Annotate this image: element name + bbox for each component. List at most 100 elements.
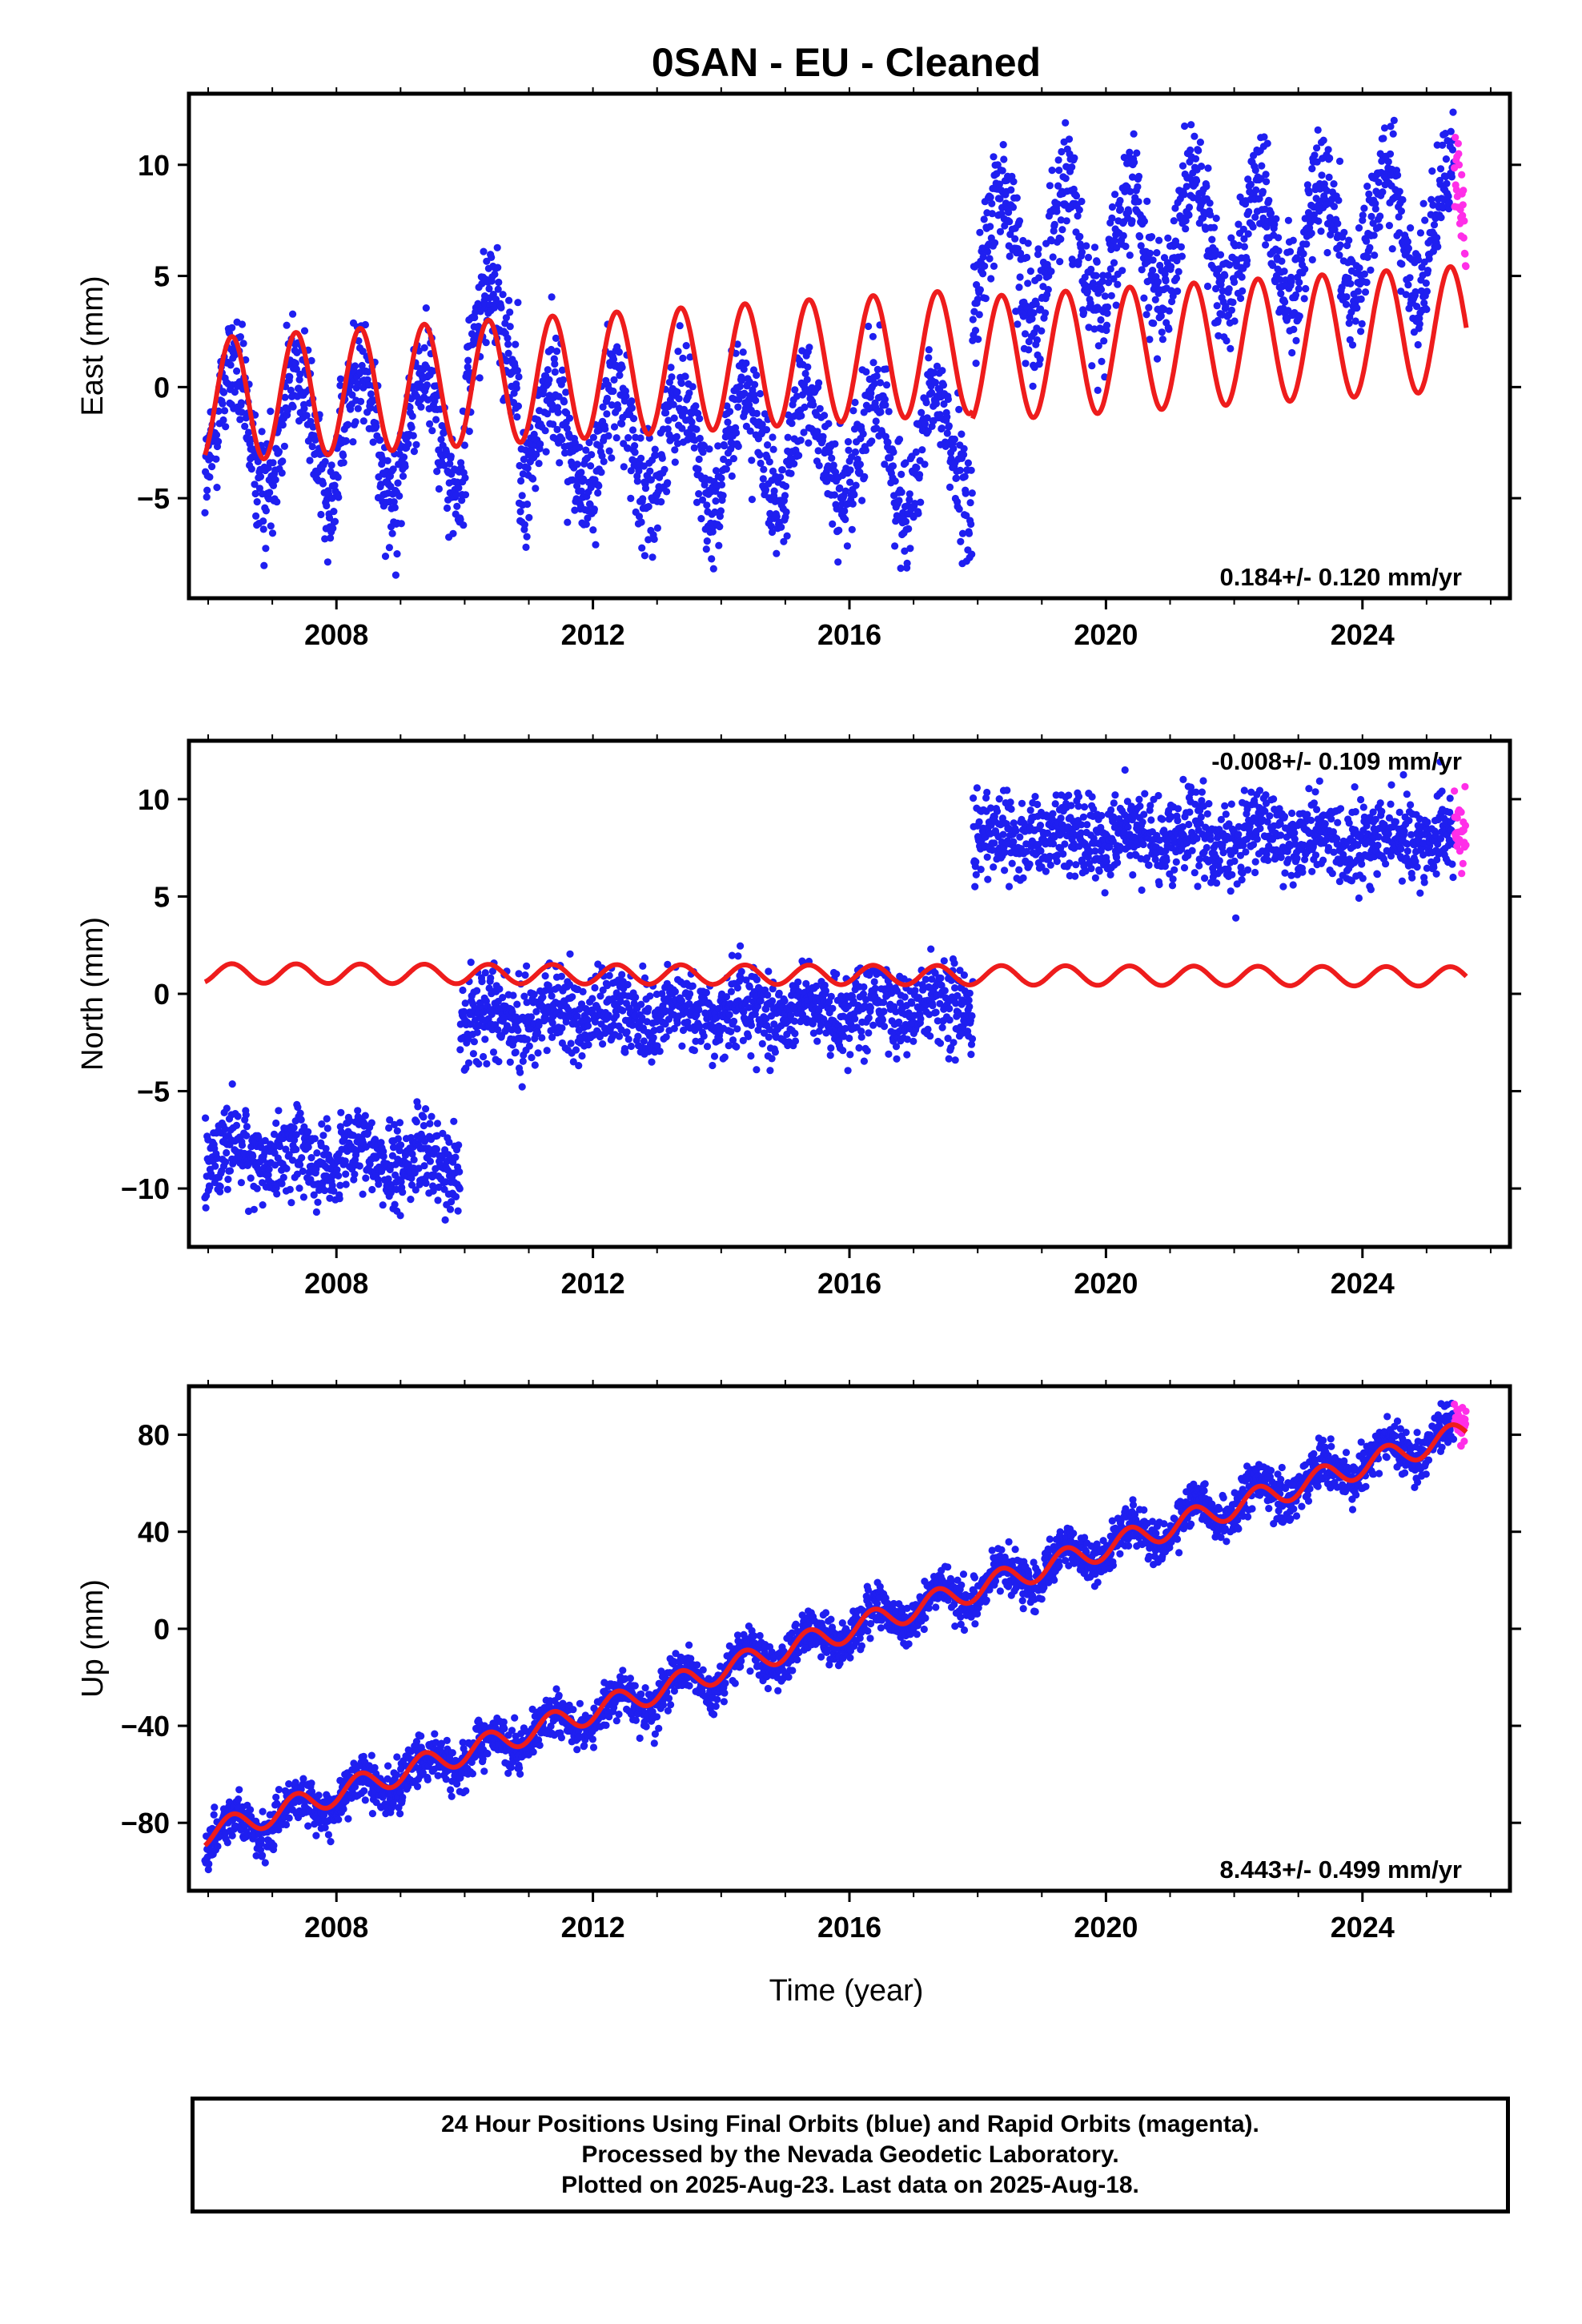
data-point — [299, 1167, 307, 1176]
data-point — [745, 1003, 753, 1011]
data-point — [844, 1067, 852, 1075]
data-point — [1006, 218, 1014, 226]
data-point — [221, 407, 229, 415]
data-point — [390, 498, 398, 506]
data-point — [394, 479, 402, 487]
data-point — [1003, 786, 1011, 794]
data-point — [562, 1018, 570, 1026]
data-point — [1140, 294, 1148, 302]
data-point — [447, 452, 455, 460]
data-point — [621, 1048, 629, 1056]
data-point — [1371, 251, 1379, 259]
data-point — [805, 439, 813, 447]
data-point — [1000, 155, 1008, 163]
data-point — [868, 437, 876, 445]
data-point — [700, 1032, 708, 1040]
data-point — [1088, 362, 1096, 370]
data-point — [253, 498, 261, 506]
data-point — [616, 997, 624, 1006]
data-point — [355, 337, 363, 345]
data-point — [795, 452, 803, 460]
data-point — [921, 975, 930, 983]
data-point — [1302, 284, 1310, 293]
data-point — [422, 304, 430, 312]
data-point — [845, 446, 853, 454]
data-point — [1017, 249, 1025, 257]
data-point — [228, 324, 236, 332]
data-point — [614, 404, 622, 412]
data-point — [819, 432, 827, 440]
data-point — [1411, 287, 1419, 296]
data-point — [385, 544, 393, 552]
data-point — [357, 397, 365, 405]
data-point — [841, 507, 849, 515]
data-point — [1180, 191, 1188, 199]
data-point — [544, 410, 552, 418]
data-point — [589, 526, 597, 534]
data-point — [512, 340, 520, 348]
data-point — [663, 488, 671, 496]
data-point — [1360, 270, 1368, 278]
data-point — [296, 370, 304, 378]
data-point — [354, 1107, 362, 1115]
data-point — [1094, 386, 1102, 394]
data-point — [979, 270, 987, 278]
data-point — [504, 349, 512, 357]
data-point — [929, 1002, 937, 1010]
data-point — [1178, 252, 1186, 260]
data-point — [703, 1043, 712, 1051]
data-point — [590, 505, 599, 513]
data-point — [408, 1150, 416, 1158]
rapid-point — [1454, 139, 1462, 147]
data-point — [521, 971, 529, 979]
data-point — [272, 1119, 280, 1128]
data-point — [967, 1051, 975, 1059]
data-point — [1080, 308, 1088, 316]
data-point — [1213, 302, 1221, 310]
data-point — [1074, 212, 1082, 220]
data-point — [636, 434, 644, 442]
data-point — [643, 1018, 651, 1026]
data-point — [733, 1043, 741, 1051]
data-point — [1110, 259, 1118, 267]
data-point — [487, 974, 495, 982]
data-point — [1026, 806, 1034, 814]
data-point — [914, 509, 922, 517]
data-point — [1376, 212, 1384, 220]
data-point — [1212, 215, 1220, 223]
data-point — [860, 1057, 868, 1065]
data-point — [597, 468, 605, 476]
data-point — [394, 1156, 402, 1164]
data-point — [1011, 235, 1019, 243]
data-point — [952, 474, 961, 482]
data-point — [777, 473, 785, 481]
data-point — [299, 1193, 307, 1201]
data-point — [897, 470, 905, 479]
data-point — [323, 558, 331, 566]
data-point — [1351, 317, 1359, 325]
data-point — [270, 1130, 279, 1138]
data-point — [966, 499, 974, 507]
data-point — [986, 223, 994, 231]
data-point — [533, 1028, 542, 1036]
data-point — [393, 550, 401, 558]
data-point — [1336, 241, 1344, 249]
data-point — [482, 339, 490, 347]
data-point — [1165, 325, 1173, 333]
data-point — [393, 1127, 401, 1135]
data-point — [1215, 265, 1223, 273]
data-point — [1154, 278, 1162, 286]
data-point — [673, 1019, 681, 1027]
data-point — [610, 423, 619, 431]
data-point — [901, 547, 909, 555]
data-point — [494, 263, 502, 271]
data-point — [594, 489, 602, 497]
data-point — [1207, 211, 1215, 219]
data-point — [829, 461, 837, 469]
data-point — [531, 1061, 539, 1069]
data-point — [647, 476, 656, 484]
data-point — [938, 981, 946, 989]
data-point — [1165, 307, 1173, 315]
data-point — [1070, 154, 1078, 162]
data-point — [1375, 223, 1383, 231]
